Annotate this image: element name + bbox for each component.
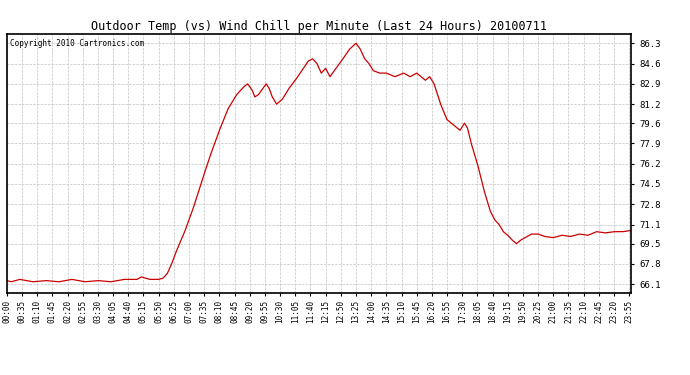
Text: Copyright 2010 Cartronics.com: Copyright 2010 Cartronics.com: [10, 39, 144, 48]
Title: Outdoor Temp (vs) Wind Chill per Minute (Last 24 Hours) 20100711: Outdoor Temp (vs) Wind Chill per Minute …: [91, 20, 547, 33]
